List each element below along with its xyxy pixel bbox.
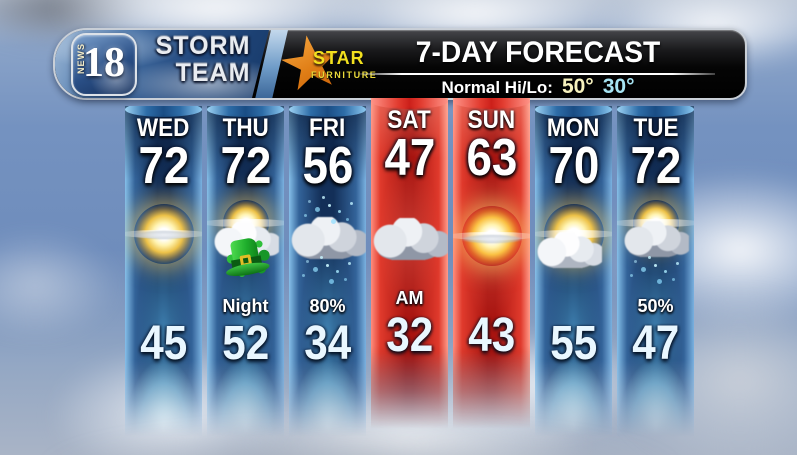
precip-sparkles-icon [325,264,329,268]
cloud-icon [535,232,602,268]
low-temp: 55 [550,317,597,370]
gray-cloud-icon [289,217,366,259]
mostly-sunny-icon [450,186,533,266]
condition-label: AM [395,288,424,308]
cylinder-cap [125,102,202,117]
forecast-column-fri: FRI 56 80% 34 [289,102,366,440]
partly-cloudy-icon [207,194,284,279]
forecast-column-wed: WED 72 45 [122,102,205,440]
forecast-column-thu: THU 72 Night 52 [207,102,284,440]
forecast-title: 7-DAY FORECAST [415,36,661,69]
title-divider [359,73,715,75]
high-temp: 72 [138,137,189,195]
precip-sparkles-icon [653,264,657,268]
high-temp: 72 [220,137,271,195]
header-banner: STORM TEAM NEWS 18 STAR FURNITURE 7-DAY … [53,28,747,100]
storm-team-wordmark: STORM TEAM [139,33,267,87]
forecast-columns: WED 72 45 THU 72 [122,94,694,440]
day-name: TUE [633,114,678,142]
high-temp: 63 [466,129,517,187]
normal-hi-value: 50° [561,75,594,98]
low-temp: 43 [468,309,515,362]
forecast-column-tue: TUE 72 50% 47 [617,102,694,440]
cylinder-cap [289,102,366,117]
thin-cloud-icon [450,234,533,247]
forecast-column-sat: SAT 47 AM 32 [371,94,448,432]
normal-hi-lo-label: Normal Hi/Lo: [441,78,553,97]
thin-cloud-icon [122,229,205,242]
partly-cloudy-showers-icon [617,194,694,274]
gray-cloud-icon [371,217,448,260]
sponsor-subtitle: FURNITURE [311,70,378,80]
normal-hi-lo-row: Normal Hi/Lo: 50° 30° [365,75,711,98]
st-patricks-hat-icon [219,232,272,285]
high-temp: 70 [548,137,599,195]
sponsor-name: STAR [313,48,365,68]
cylinder-cap [535,102,612,117]
cloud-icon [622,220,689,257]
condition-label: Night [222,296,269,316]
mostly-sunny-icon [535,194,612,274]
low-temp: 47 [632,317,679,370]
day-name: FRI [309,114,346,142]
high-temp: 72 [630,137,681,195]
storm-team-line2: TEAM [175,59,251,87]
forecast-column-sun: SUN 63 43 [450,94,533,432]
day-name: WED [137,114,190,142]
day-name: SAT [387,106,432,134]
storm-team-line1: STORM [155,32,251,60]
low-temp: 34 [304,317,351,370]
precip-sparkles-icon [327,203,331,207]
low-temp: 32 [386,309,433,362]
forecast-column-mon: MON 70 55 [535,102,612,440]
high-temp: 56 [302,137,353,195]
condition-label: 50% [637,296,674,316]
cylinder-cap [617,102,694,117]
condition-label: 80% [309,296,346,316]
day-name: MON [547,114,600,142]
mostly-sunny-icon [122,194,205,274]
normal-lo-value: 30° [602,75,635,98]
cloud-left [0,230,120,340]
cylinder-cap [371,94,448,109]
day-name: THU [222,114,269,142]
cylinder-cap [207,102,284,117]
low-temp: 52 [222,317,269,370]
news-18-logo: NEWS 18 [71,33,137,96]
high-temp: 47 [384,129,435,187]
cloudy-icon [371,186,448,266]
day-name: SUN [467,106,516,134]
low-temp: 45 [140,317,187,370]
news-logo-channel-number: 18 [83,40,125,86]
rain-snow-icon [289,194,366,274]
cylinder-cap [453,94,530,109]
